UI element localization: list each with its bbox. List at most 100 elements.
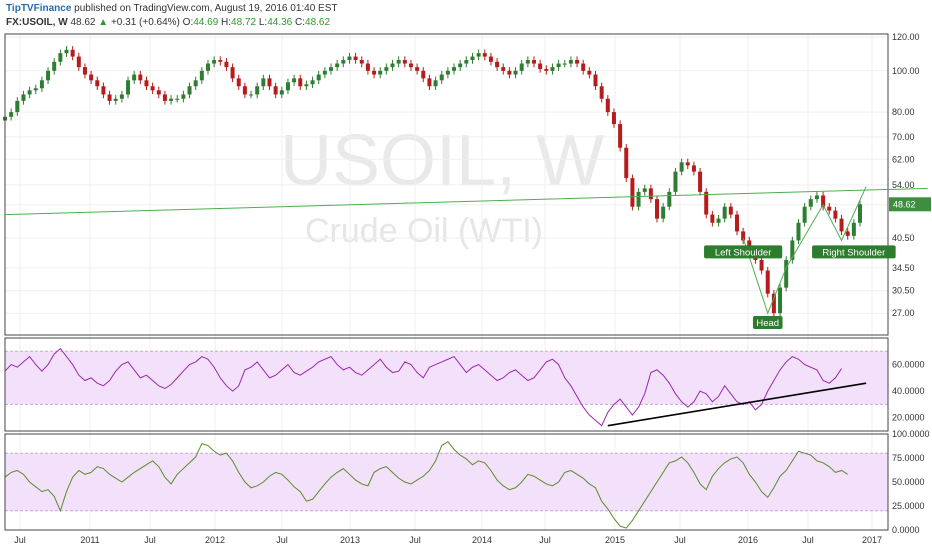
candle-body — [439, 74, 444, 81]
candle-body — [685, 162, 690, 166]
candle-body — [593, 74, 598, 87]
high-value: 48.72 — [231, 17, 257, 28]
chart-marks — [3, 46, 862, 529]
candle-body — [390, 63, 395, 68]
close-value: 48.62 — [305, 17, 331, 28]
candle-body — [64, 49, 69, 54]
price-tick-label: 120.00 — [892, 32, 920, 42]
candle-body — [372, 70, 377, 75]
x-tick-label: Jul — [14, 535, 26, 545]
candle-body — [611, 112, 616, 125]
candle-body — [316, 74, 321, 81]
symbol-line: FX:USOIL, W 48.62 ▲ +0.31 (+0.64%) O:44.… — [6, 17, 330, 28]
low-value: 44.36 — [267, 17, 293, 28]
price-change: +0.31 (+0.64%) — [110, 17, 180, 28]
candle-body — [495, 61, 500, 68]
candle-body — [408, 63, 413, 68]
candle-body — [378, 70, 383, 75]
candle-body — [476, 53, 481, 57]
candle-body — [359, 60, 364, 64]
candle-body — [255, 86, 260, 95]
candle-body — [126, 80, 131, 95]
candle-body — [193, 80, 198, 87]
candle-body — [150, 86, 155, 91]
candle-body — [728, 206, 733, 215]
gridlines — [5, 34, 888, 530]
rsi-line — [4, 347, 842, 427]
candle-body — [9, 112, 14, 117]
candle-body — [827, 206, 832, 211]
x-tick-label: Jul — [276, 535, 288, 545]
candle-body — [156, 90, 161, 95]
price-tick-label: 70.00 — [892, 132, 915, 142]
candle-body — [581, 63, 586, 71]
pattern-line — [742, 186, 867, 315]
candle-body — [310, 80, 315, 85]
candle-body — [673, 171, 678, 192]
candle-body — [353, 56, 358, 61]
candle-body — [304, 84, 309, 87]
rsi-band — [5, 351, 888, 405]
oscillator-tick-label: 50.0000 — [892, 477, 925, 487]
high-label: H: — [221, 17, 232, 28]
neckline-trendline — [4, 187, 928, 216]
price-tick-label: 62.00 — [892, 154, 915, 164]
rsi-tick-label: 40.0000 — [892, 386, 925, 396]
candle-body — [46, 70, 51, 81]
pattern-label: Head — [756, 318, 779, 329]
candle-body — [218, 60, 223, 62]
x-tick-label: Jul — [802, 535, 814, 545]
candle-body — [482, 53, 487, 57]
candle-body — [642, 188, 647, 192]
candle-body — [562, 63, 567, 65]
candle-body — [347, 56, 352, 61]
candle-body — [513, 70, 518, 75]
candle-body — [636, 191, 641, 207]
x-tick-label: 2012 — [205, 535, 225, 545]
x-tick-label: 2016 — [738, 535, 758, 545]
candle-body — [464, 60, 469, 64]
candle-body — [470, 56, 475, 61]
candle-body — [82, 67, 87, 75]
candle-body — [445, 70, 450, 75]
candle-body — [507, 70, 512, 75]
candle-body — [187, 86, 192, 95]
candle-body — [89, 74, 94, 81]
x-tick-label: 2011 — [80, 535, 99, 545]
candle-body — [501, 67, 506, 71]
candle-body — [691, 165, 696, 172]
candle-body — [396, 60, 401, 64]
price-tick-label: 80.00 — [892, 107, 915, 117]
candle-body — [648, 188, 653, 200]
price-tick-label: 30.50 — [892, 286, 915, 296]
x-tick-label: Jul — [409, 535, 421, 545]
candle-body — [519, 63, 524, 71]
rsi-tick-label: 20.0000 — [892, 413, 925, 423]
candle-body — [655, 199, 660, 219]
candle-body — [734, 214, 739, 232]
candle-body — [698, 171, 703, 192]
candle-body — [679, 162, 684, 172]
publisher-link[interactable]: TipTVFinance — [6, 3, 72, 14]
candle-body — [845, 231, 850, 236]
candle-body — [224, 61, 229, 68]
candle-body — [236, 78, 241, 87]
candle-body — [162, 94, 167, 101]
candle-body — [839, 218, 844, 232]
candle-body — [747, 240, 752, 250]
candle-body — [144, 80, 149, 87]
candle-body — [851, 222, 856, 236]
candle-body — [661, 206, 666, 219]
candle-body — [138, 74, 143, 81]
oscillator-tick-label: 75.0000 — [892, 453, 925, 463]
candle-body — [279, 90, 284, 95]
candle-body — [716, 218, 721, 223]
candle-body — [242, 86, 247, 95]
symbol-label[interactable]: FX:USOIL, W — [6, 17, 68, 28]
candle-body — [550, 67, 555, 71]
candle-body — [790, 240, 795, 260]
candle-body — [630, 178, 635, 207]
oscillator-tick-label: 100.0000 — [892, 429, 930, 439]
candle-body — [427, 78, 432, 87]
